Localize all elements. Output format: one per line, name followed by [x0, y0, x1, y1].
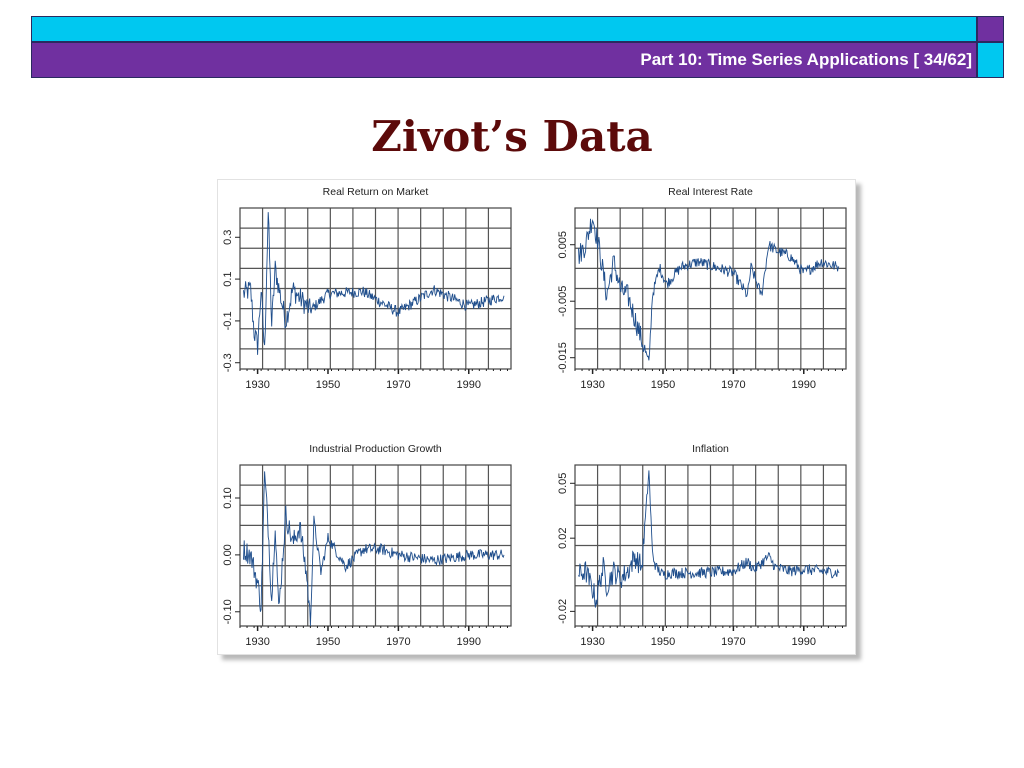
x-tick-label: 1950: [316, 636, 340, 648]
x-tick-label: 1970: [386, 636, 410, 648]
x-tick-label: 1950: [316, 379, 340, 391]
header-top-bar: [31, 16, 977, 42]
y-tick-label: 0.005: [557, 231, 569, 259]
plot-frame: [574, 464, 847, 627]
y-tick-label: -0.10: [222, 599, 234, 624]
y-tick-label: -0.015: [557, 342, 569, 373]
y-tick-label: 0.1: [222, 271, 234, 286]
x-tick-label: 1990: [457, 379, 481, 391]
chart-1: Real Return on Market 1930 1950 1970 1990 0.3…: [222, 186, 512, 391]
corner-square-bottom: [977, 42, 1004, 78]
x-tick-label: 1950: [651, 636, 675, 648]
y-tick-label: -0.3: [222, 353, 234, 372]
y-tick-label: -0.1: [222, 311, 234, 330]
x-tick-label: 1950: [651, 379, 675, 391]
series-line: [578, 218, 840, 361]
x-tick-label: 1970: [721, 636, 745, 648]
chart-title: Real Return on Market: [323, 186, 429, 198]
y-tick-label: -0.005: [557, 286, 569, 317]
y-tick-label: 0.10: [222, 487, 234, 508]
x-tick-label: 1970: [386, 379, 410, 391]
x-tick-label: 1970: [721, 379, 745, 391]
y-tick-label: 0.00: [222, 544, 234, 565]
x-tick-label: 1990: [457, 636, 481, 648]
y-tick-label: 0.05: [557, 473, 569, 494]
x-tick-label: 1930: [580, 379, 604, 391]
x-tick-label: 1990: [792, 379, 816, 391]
series-line: [578, 470, 840, 608]
chart-2: Real Interest Rate 1930 1950 1970 1990 0.005 -…: [557, 186, 847, 391]
plot-frame: [239, 464, 512, 627]
corner-square-top: [977, 16, 1004, 42]
x-tick-label: 1930: [580, 636, 604, 648]
y-tick-label: 0.02: [557, 527, 569, 548]
chart-grid-svg: Real Return on Market 1930 1950 1970 1990 0.3…: [222, 186, 847, 648]
series-line: [243, 471, 505, 627]
slide-title: Zivot’s Data: [371, 112, 653, 161]
chart-title: Real Interest Rate: [668, 186, 753, 198]
chart-4: Inflation 1930 1950 1970 1990 0.05 0.02 -0.02: [557, 443, 847, 648]
x-tick-label: 1990: [792, 636, 816, 648]
x-tick-label: 1930: [245, 636, 269, 648]
header-bar: [31, 42, 977, 78]
figure-panel: Real Return on Market 1930 1950 1970 1990 0.3…: [217, 179, 856, 655]
x-tick-label: 1930: [245, 379, 269, 391]
series-line: [243, 212, 505, 355]
chart-3: Industrial Production Growth 1930 1950 1970…: [222, 443, 512, 648]
chart-title: Inflation: [692, 443, 729, 455]
y-tick-label: -0.02: [557, 599, 569, 624]
header-text: Part 10: Time Series Applications [ 34/6…: [640, 50, 972, 69]
plot-frame: [239, 207, 512, 370]
chart-title: Industrial Production Growth: [309, 443, 442, 455]
plot-frame: [574, 207, 847, 370]
y-tick-label: 0.3: [222, 230, 234, 245]
